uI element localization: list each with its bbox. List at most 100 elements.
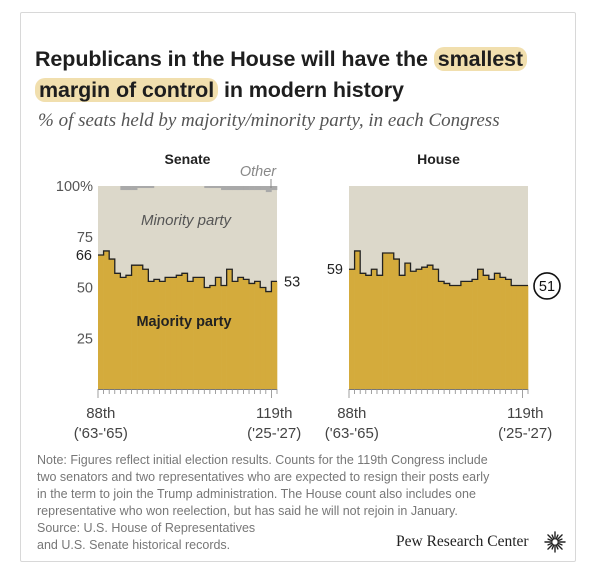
- house-majority-bar: [399, 275, 406, 389]
- house-majority-bar: [500, 277, 506, 389]
- senate-other-bar: [271, 186, 278, 191]
- house-majority-bar: [488, 279, 495, 389]
- senate-other-bar: [215, 186, 222, 189]
- note-line: Note: Figures reflect initial election r…: [37, 453, 488, 467]
- title-text-1: Republicans in the House will have the: [35, 47, 434, 71]
- senate-majority-bar: [181, 273, 188, 389]
- sunburst-ray: [555, 544, 559, 550]
- house-x-start-label: 88th: [337, 405, 366, 422]
- majority-party-label: Majority party: [136, 314, 231, 330]
- chart-note: Note: Figures reflect initial election r…: [37, 452, 537, 554]
- sunburst-ray: [556, 543, 563, 550]
- senate-majority-bar: [271, 281, 278, 389]
- senate-x-end-years: ('25-'27): [247, 425, 301, 442]
- senate-panel: Senate 88th ('63-'65) 119th ('25-'27) 66: [74, 151, 302, 442]
- house-majority-bar: [511, 285, 518, 389]
- senate-majority-bar: [120, 277, 127, 389]
- house-x-start-years: ('63-'65): [325, 425, 379, 442]
- senate-majority-bar: [249, 283, 255, 389]
- senate-majority-bar: [226, 269, 233, 389]
- senate-other-bar: [125, 186, 132, 191]
- pew-sunburst-icon: [544, 531, 566, 553]
- house-majority-bar: [516, 285, 523, 389]
- house-majority-bar: [466, 281, 473, 389]
- senate-majority-bar: [221, 285, 227, 389]
- senate-other-bar: [148, 186, 155, 189]
- y-tick-label: 25: [77, 331, 93, 347]
- senate-other-bar: [249, 186, 255, 191]
- senate-majority-bar: [125, 275, 132, 389]
- house-majority-bar: [427, 265, 434, 389]
- senate-other-bar: [254, 186, 261, 191]
- sunburst-ray: [551, 544, 555, 550]
- title-highlight-2: margin of control: [35, 78, 219, 102]
- senate-majority-bar: [103, 250, 110, 389]
- house-majority-bar: [365, 275, 372, 389]
- senate-majority-bar: [209, 285, 216, 389]
- senate-majority-bar: [159, 281, 166, 389]
- senate-majority-bar: [254, 281, 261, 389]
- senate-majority-bar: [170, 277, 177, 389]
- senate-other-bar: [209, 186, 216, 189]
- chart-title: Republicans in the House will have the s…: [35, 44, 575, 106]
- title-highlight-1: smallest: [433, 47, 527, 71]
- house-majority-bar: [354, 250, 361, 389]
- house-majority-line: [349, 250, 528, 287]
- house-majority-bar: [483, 275, 490, 389]
- senate-end-value: 53: [284, 274, 300, 290]
- house-majority-bar: [472, 279, 478, 389]
- senate-other-bar: [260, 186, 267, 191]
- sunburst-ray: [556, 534, 563, 541]
- senate-other-bar: [137, 186, 144, 189]
- house-majority-bar: [449, 285, 456, 389]
- sunburst-ray: [557, 542, 563, 546]
- senate-majority-bar: [198, 277, 205, 389]
- senate-majority-bar: [187, 281, 194, 389]
- house-majority-bar: [455, 285, 462, 389]
- senate-other-bar: [120, 186, 127, 191]
- senate-majority-bar: [176, 275, 183, 389]
- house-start-value: 59: [327, 262, 343, 278]
- house-majority-bar: [477, 269, 484, 389]
- house-majority-bar: [416, 269, 423, 389]
- house-majority-bar: [444, 283, 450, 389]
- house-majority-bar: [404, 263, 411, 389]
- senate-majority-bar: [237, 277, 244, 389]
- senate-majority-bar: [142, 269, 149, 389]
- house-end-value: 51: [539, 279, 555, 295]
- senate-majority-bar: [243, 279, 250, 389]
- senate-majority-bar: [215, 277, 222, 389]
- house-majority-bar: [438, 281, 445, 389]
- y-tick-label: 50: [77, 281, 93, 297]
- house-title: House: [417, 151, 460, 167]
- note-line: in the term to join the Trump administra…: [37, 487, 476, 501]
- y-tick-label: 75: [77, 230, 93, 246]
- house-majority-bar: [349, 269, 355, 389]
- senate-x-start-label: 88th: [86, 405, 115, 422]
- y-tick-label: 100%: [56, 179, 93, 195]
- senate-majority-bar: [148, 281, 155, 389]
- sunburst-ray: [547, 542, 553, 546]
- house-majority-bar: [382, 252, 389, 389]
- senate-majority-bar: [265, 291, 272, 389]
- senate-majority-bar: [260, 287, 267, 389]
- title-text-2: in modern history: [218, 78, 404, 102]
- sunburst-ray: [547, 538, 553, 542]
- house-majority-bar: [388, 252, 395, 389]
- senate-majority-bar: [137, 265, 144, 389]
- house-end-value-circle: [533, 272, 561, 300]
- sunburst-ray: [547, 534, 554, 541]
- senate-majority-bar: [98, 255, 104, 389]
- house-majority-bar: [393, 259, 400, 389]
- senate-majority-bar: [193, 277, 199, 389]
- house-panel: House 88th ('63-'65) 119th ('25-'27) 59: [325, 151, 553, 442]
- house-majority-bar: [421, 267, 428, 389]
- senate-x-end-label: 119th: [256, 405, 292, 422]
- source-line: Source: U.S. House of Representatives: [37, 521, 256, 535]
- senate-majority-bar: [232, 281, 239, 389]
- senate-majority-bar: [153, 279, 160, 389]
- pew-logo-text: Pew Research Center: [396, 533, 529, 550]
- senate-other-bar: [237, 186, 244, 191]
- house-majority-bar: [410, 271, 417, 389]
